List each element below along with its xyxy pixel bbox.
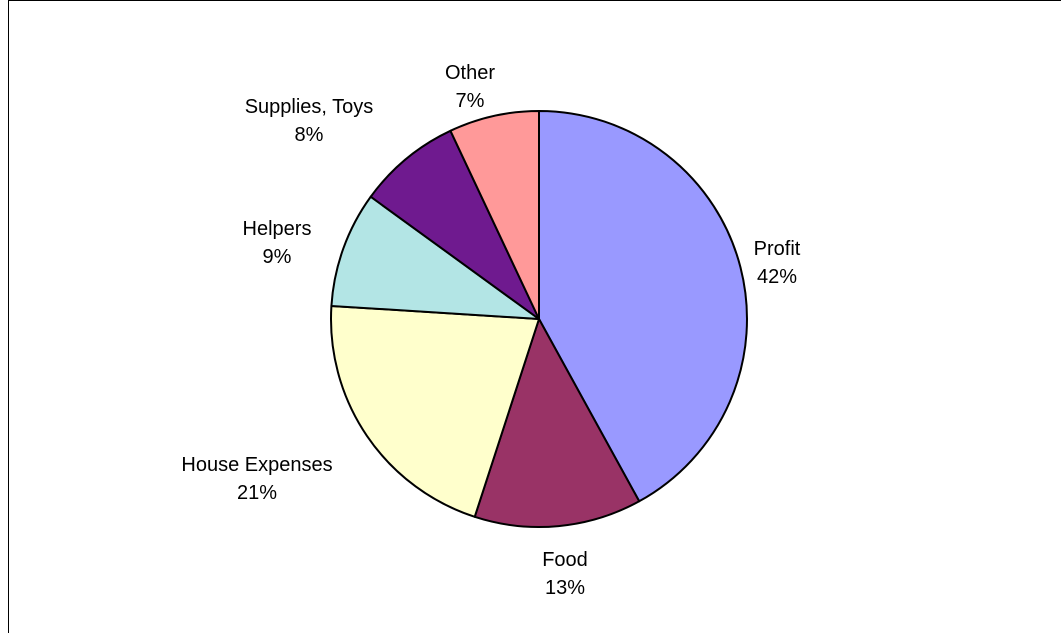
pie-slices [330,110,748,528]
pie-label-house-expenses: House Expenses 21% [181,454,332,504]
slice-name: Food [542,549,588,571]
pie-slice-house-expenses [330,304,540,518]
pie-slice-other [449,110,540,320]
pie-chart: Profit 42% Food 13% House Expenses 21% Helpers… [181,62,800,599]
slice-name: Supplies, Toys [245,96,374,118]
slice-percent: 42% [757,266,797,288]
pie-label-food: Food 13% [542,549,588,599]
slice-percent: 9% [263,246,292,268]
slice-percent: 13% [545,577,585,599]
slice-name: House Expenses [181,454,332,476]
pie-label-other: Other 7% [445,62,495,112]
pie-slice-supplies-toys [369,129,540,320]
pie-label-profit: Profit 42% [754,238,801,288]
pie-labels: Profit 42% Food 13% House Expenses 21% Helpers… [181,62,800,599]
pie-label-supplies-toys: Supplies, Toys 8% [245,96,374,146]
slice-name: Profit [754,238,801,260]
slice-percent: 7% [456,90,485,112]
pie-slice-food [473,318,641,528]
chart-area: Profit 42% Food 13% House Expenses 21% Helpers… [8,0,1061,633]
pie-slice-profit [538,110,748,503]
pie-label-helpers: Helpers 9% [243,218,312,268]
slice-percent: 21% [237,482,277,504]
pie-slice-helpers [330,195,540,320]
slice-name: Other [445,62,495,84]
slice-name: Helpers [243,218,312,240]
slice-percent: 8% [295,124,324,146]
